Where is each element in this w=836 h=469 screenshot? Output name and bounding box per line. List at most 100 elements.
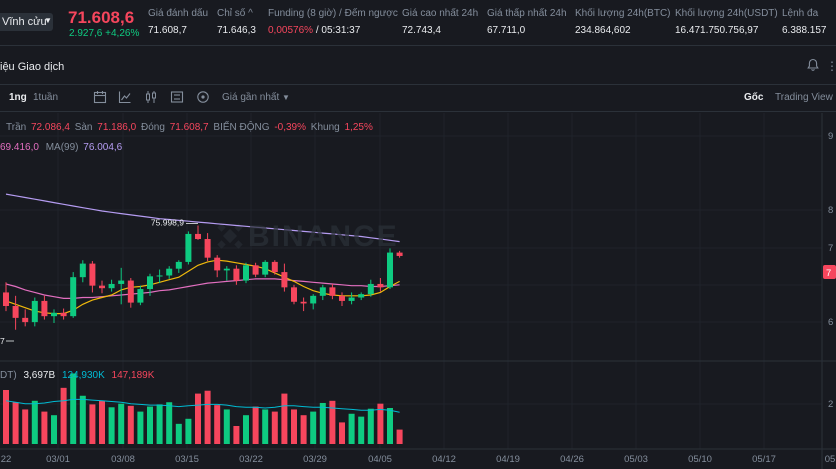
x-tick-label: 04/19 (496, 454, 520, 465)
volume-bar (310, 411, 317, 444)
bell-icon[interactable] (806, 58, 820, 72)
candle-up (79, 263, 86, 278)
stat-value: 67.711,0 (487, 25, 526, 36)
candlestick-type-icon[interactable] (144, 90, 158, 104)
ma99-label: MA(99) (45, 142, 79, 153)
stat-value: 16.471.750.756,97 (675, 25, 759, 36)
volume-bar (31, 400, 38, 444)
candle-up (348, 297, 355, 301)
target-icon[interactable] (196, 90, 210, 104)
contract-type-selector[interactable]: Vĩnh cửu (0, 13, 53, 31)
stat-open-interest: Lệnh đa 6.388.157 (782, 8, 827, 36)
volume-value: 3,697B (23, 370, 56, 381)
candle-down (214, 257, 221, 271)
view-original-tab[interactable]: Gốc (744, 92, 764, 103)
stat-mark-price: Giá đánh dấu 71.608,7 (148, 8, 208, 36)
x-tick-label: 05/10 (688, 454, 712, 465)
candle-down (195, 233, 201, 240)
candle-down (300, 301, 307, 304)
x-tick-label: 05/03 (624, 454, 648, 465)
volume-bar (166, 402, 173, 444)
volume-legend: DT) 3,697B 124,930K 147,189K (0, 370, 154, 381)
candle-down (291, 287, 297, 302)
volume-bar (271, 411, 278, 444)
ma-legend: 69.416,0 MA(99) 76.004,6 (0, 142, 122, 153)
candle-down (271, 261, 278, 273)
stat-label: Lệnh đa (782, 8, 819, 19)
chart-toolbar: 1ng 1tuần Giá gần nhất ▼ Gốc Trading Vie… (0, 86, 836, 112)
view-tradingview-tab[interactable]: Trading View (775, 92, 833, 103)
candle-down (281, 272, 288, 288)
volume-bar (291, 409, 297, 444)
low-value: 71.186,0 (97, 122, 137, 133)
volume-bar (387, 408, 393, 444)
candle-down (329, 287, 336, 296)
volume-bar (300, 415, 307, 444)
x-tick-label: 04/05 (368, 454, 392, 465)
stat-value: 71.608,7 (148, 25, 187, 36)
line-chart-icon[interactable] (118, 90, 132, 104)
candle-up (118, 280, 125, 284)
volume-bar (339, 422, 345, 444)
x-tick-label: 03/22 (239, 454, 263, 465)
candle-up (223, 268, 230, 271)
candle-up (108, 283, 115, 289)
x-tick-label: 03/29 (303, 454, 327, 465)
price-type-dropdown[interactable]: Giá gần nhất ▼ (222, 92, 290, 103)
stat-label: Funding (8 giờ) / Đếm ngược (268, 8, 398, 19)
stat-label: Khối lượng 24h(USDT) (675, 8, 778, 19)
stat-label: Khối lượng 24h(BTC) (575, 8, 671, 19)
chevron-down-icon[interactable]: ▼ (44, 16, 52, 25)
volume-bar (175, 423, 182, 444)
volume-bar (262, 409, 269, 444)
volume-bar (99, 400, 105, 444)
volume-bar (243, 415, 249, 444)
close-value: 71.608,7 (169, 122, 209, 133)
stat-high-24h: Giá cao nhất 24h 72.743,4 (402, 8, 478, 36)
interval-1w-button[interactable]: 1tuần (33, 92, 59, 103)
candle-up (31, 300, 38, 323)
candle-down (396, 252, 403, 256)
volume-bar (377, 403, 384, 444)
volume-bar (60, 387, 67, 444)
interval-1d-button[interactable]: 1ng (9, 92, 27, 103)
candle-up (319, 287, 326, 296)
volume-bar (137, 411, 144, 444)
caret-down-icon: ▼ (282, 93, 290, 102)
candle-up (310, 295, 317, 304)
volume-ma-line (5, 398, 400, 413)
y-tick-label: 6 (828, 317, 833, 328)
candle-down (339, 295, 345, 301)
volume-bar (223, 409, 230, 444)
volume-bar (12, 402, 19, 444)
stat-volume-usdt: Khối lượng 24h(USDT) 16.471.750.756,97 (675, 8, 778, 36)
ma7-line (5, 259, 400, 315)
volume-bar (51, 415, 57, 444)
calendar-icon[interactable] (93, 90, 107, 104)
stat-label: Chỉ số ^ (217, 8, 253, 19)
indicators-icon[interactable] (170, 90, 184, 104)
volume-bar (233, 426, 240, 444)
stat-value: 0,00576% / 05:31:37 (268, 25, 398, 36)
candle-up (51, 312, 57, 317)
volume-prefix: DT) (0, 370, 17, 381)
price-type-label: Giá gần nhất (222, 92, 280, 103)
volume-ma-line (5, 398, 400, 413)
candle-down (204, 239, 211, 258)
more-menu-icon[interactable]: ⋮ (826, 59, 836, 73)
candle-down (12, 306, 19, 318)
min-price-label: 7 (0, 336, 5, 346)
candles (3, 225, 403, 330)
grid-lines (0, 113, 836, 469)
watermark-logo-icon (217, 223, 243, 249)
volume-bar (41, 411, 48, 444)
stat-index-price[interactable]: Chỉ số ^ 71.646,3 (217, 8, 256, 36)
volume-ma-value-2: 147,189K (111, 370, 155, 381)
x-tick-label: 05/17 (752, 454, 776, 465)
y-tick-label: 2 (828, 399, 833, 410)
candlestick-chart[interactable]: 75.998,9 7 22 03/01 03/08 03/15 03/22 03/29 04/0… (0, 113, 836, 469)
volume-bar (127, 405, 134, 444)
section-title: iệu Giao dịch (0, 61, 65, 73)
stat-label: Giá cao nhất 24h (402, 8, 479, 19)
ma25-value: 69.416,0 (0, 142, 39, 153)
